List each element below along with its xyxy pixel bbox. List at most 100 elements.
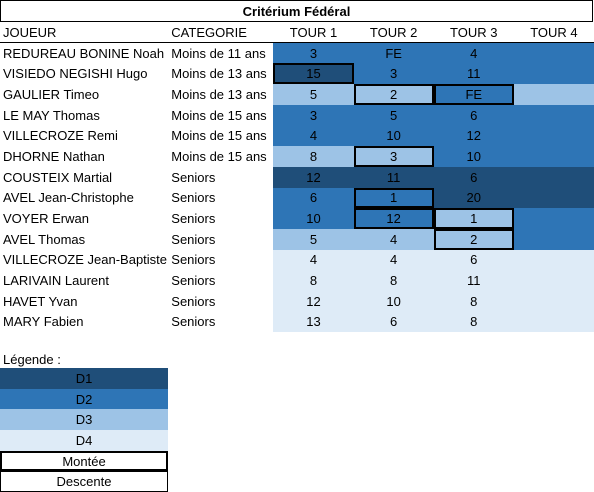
tour-4-cell[interactable] xyxy=(513,187,594,209)
tour-2-cell[interactable]: 2 xyxy=(353,84,434,105)
category-cell[interactable]: Seniors xyxy=(171,273,216,289)
legend: D1 D2 D3 D4 Montée Descente xyxy=(0,368,168,492)
category-cell[interactable]: Seniors xyxy=(171,211,216,227)
tour-3-cell[interactable]: 1 xyxy=(433,208,514,229)
table-row: GAULIER Timeo Moins de 13 ans 5 2 FE xyxy=(0,84,594,105)
tour-1-cell[interactable]: 4 xyxy=(273,125,354,147)
tour-2-cell[interactable]: 11 xyxy=(353,166,434,188)
table-row: VISIEDO NEGISHI Hugo Moins de 13 ans 15 3 11 xyxy=(0,63,594,85)
tour-4-cell[interactable] xyxy=(513,125,594,147)
player-name-cell[interactable]: VILLECROZE Jean-Baptiste xyxy=(3,252,168,268)
tour-3-cell[interactable]: 10 xyxy=(433,146,514,167)
tour-4-cell[interactable] xyxy=(513,208,594,229)
tour-2-cell[interactable]: 12 xyxy=(353,208,434,229)
category-cell[interactable]: Moins de 13 ans xyxy=(171,86,267,102)
table-row: REDUREAU BONINE Noah Moins de 11 ans 3 FE 4 xyxy=(0,42,594,64)
player-name-cell[interactable]: VISIEDO NEGISHI Hugo xyxy=(3,66,148,82)
tour-3-cell[interactable]: FE xyxy=(433,84,514,105)
player-name-cell[interactable]: LARIVAIN Laurent xyxy=(3,273,109,289)
player-name-cell[interactable]: VILLECROZE Remi xyxy=(3,128,118,144)
table-row: LARIVAIN Laurent Seniors 8 8 11 xyxy=(0,270,594,291)
tour-2-cell[interactable]: 1 xyxy=(353,187,434,209)
tour-2-cell[interactable]: FE xyxy=(353,42,434,64)
tour-4-cell[interactable] xyxy=(513,84,594,105)
tour-3-cell[interactable]: 6 xyxy=(433,249,514,271)
tour-2-cell[interactable]: 10 xyxy=(353,125,434,147)
tour-1-cell[interactable]: 3 xyxy=(273,104,354,126)
player-name-cell[interactable]: AVEL Thomas xyxy=(3,231,86,247)
tour-1-cell[interactable]: 8 xyxy=(273,270,354,291)
tour-1-cell[interactable]: 13 xyxy=(273,311,354,333)
tour-3-cell[interactable]: 11 xyxy=(433,270,514,291)
tour-3-cell[interactable]: 4 xyxy=(433,42,514,64)
tour-3-cell[interactable]: 20 xyxy=(433,187,514,209)
category-cell[interactable]: Moins de 15 ans xyxy=(171,128,267,144)
tour-2-cell[interactable]: 8 xyxy=(353,270,434,291)
table-row: HAVET Yvan Seniors 12 10 8 xyxy=(0,290,594,312)
table-title: Critérium Fédéral xyxy=(0,0,593,22)
tour-4-cell[interactable] xyxy=(513,270,594,291)
tour-2-cell[interactable]: 6 xyxy=(353,311,434,333)
tour-4-cell[interactable] xyxy=(513,63,594,85)
tour-3-cell[interactable]: 6 xyxy=(433,166,514,188)
tour-4-cell[interactable] xyxy=(513,311,594,333)
tour-3-cell[interactable]: 6 xyxy=(433,104,514,126)
tour-4-cell[interactable] xyxy=(513,228,594,250)
tour-2-cell[interactable]: 5 xyxy=(353,104,434,126)
tour-4-cell[interactable] xyxy=(513,290,594,312)
tour-3-cell[interactable]: 12 xyxy=(433,125,514,147)
tour-1-cell[interactable]: 3 xyxy=(273,42,354,64)
tour-4-cell[interactable] xyxy=(513,42,594,64)
category-cell[interactable]: Seniors xyxy=(171,314,216,330)
player-name-cell[interactable]: MARY Fabien xyxy=(3,314,84,330)
category-cell[interactable]: Seniors xyxy=(171,190,216,206)
criterium-table: JOUEUR CATEGORIE TOUR 1 TOUR 2 TOUR 3 TO… xyxy=(0,22,594,333)
player-name-cell[interactable]: REDUREAU BONINE Noah xyxy=(3,45,165,61)
player-name-cell[interactable]: AVEL Jean-Christophe xyxy=(3,190,134,206)
tour-2-cell[interactable]: 10 xyxy=(353,290,434,312)
tour-1-cell[interactable]: 6 xyxy=(273,187,354,209)
category-cell[interactable]: Seniors xyxy=(171,231,216,247)
tour-4-cell[interactable] xyxy=(513,146,594,167)
player-name-cell[interactable]: VOYER Erwan xyxy=(3,211,89,227)
tour-1-cell[interactable]: 5 xyxy=(273,228,354,250)
tour-1-cell[interactable]: 12 xyxy=(273,290,354,312)
table-row: COUSTEIX Martial Seniors 12 11 6 xyxy=(0,166,594,188)
table-row: VILLECROZE Remi Moins de 15 ans 4 10 12 xyxy=(0,125,594,147)
category-cell[interactable]: Moins de 15 ans xyxy=(171,107,267,123)
tour-4-cell[interactable] xyxy=(513,104,594,126)
tour-1-cell[interactable]: 4 xyxy=(273,249,354,271)
category-cell[interactable]: Seniors xyxy=(171,293,216,309)
tour-1-cell[interactable]: 8 xyxy=(273,146,354,167)
category-cell[interactable]: Moins de 11 ans xyxy=(171,45,266,61)
tour-3-cell[interactable]: 11 xyxy=(433,63,514,85)
tour-3-cell[interactable]: 8 xyxy=(433,311,514,333)
tour-1-cell[interactable]: 5 xyxy=(273,84,354,105)
category-cell[interactable]: Seniors xyxy=(171,252,216,268)
tour-3-cell[interactable]: 2 xyxy=(433,228,514,250)
tour-2-cell[interactable]: 3 xyxy=(353,63,434,85)
player-name-cell[interactable]: COUSTEIX Martial xyxy=(3,169,113,185)
table-row: AVEL Thomas Seniors 5 4 2 xyxy=(0,228,594,250)
category-cell[interactable]: Seniors xyxy=(171,169,216,185)
tour-4-cell[interactable] xyxy=(513,166,594,188)
table-row: DHORNE Nathan Moins de 15 ans 8 3 10 xyxy=(0,146,594,167)
category-cell[interactable]: Moins de 13 ans xyxy=(171,66,267,82)
tour-3-cell[interactable]: 8 xyxy=(433,290,514,312)
tour-1-cell[interactable]: 10 xyxy=(273,208,354,229)
category-cell[interactable]: Moins de 15 ans xyxy=(171,148,267,164)
player-name-cell[interactable]: LE MAY Thomas xyxy=(3,107,100,123)
tour-1-cell[interactable]: 12 xyxy=(273,166,354,188)
player-name-cell[interactable]: DHORNE Nathan xyxy=(3,148,105,164)
tour-2-cell[interactable]: 4 xyxy=(353,228,434,250)
header-tour-1: TOUR 1 xyxy=(273,22,354,44)
tour-1-cell[interactable]: 15 xyxy=(273,63,354,85)
tour-2-cell[interactable]: 3 xyxy=(353,146,434,167)
tour-2-cell[interactable]: 4 xyxy=(353,249,434,271)
player-name-cell[interactable]: HAVET Yvan xyxy=(3,293,78,309)
legend-title: Légende : xyxy=(3,352,61,367)
tour-4-cell[interactable] xyxy=(513,249,594,271)
table-row: VILLECROZE Jean-Baptiste Seniors 4 4 6 xyxy=(0,249,594,271)
player-name-cell[interactable]: GAULIER Timeo xyxy=(3,86,100,102)
